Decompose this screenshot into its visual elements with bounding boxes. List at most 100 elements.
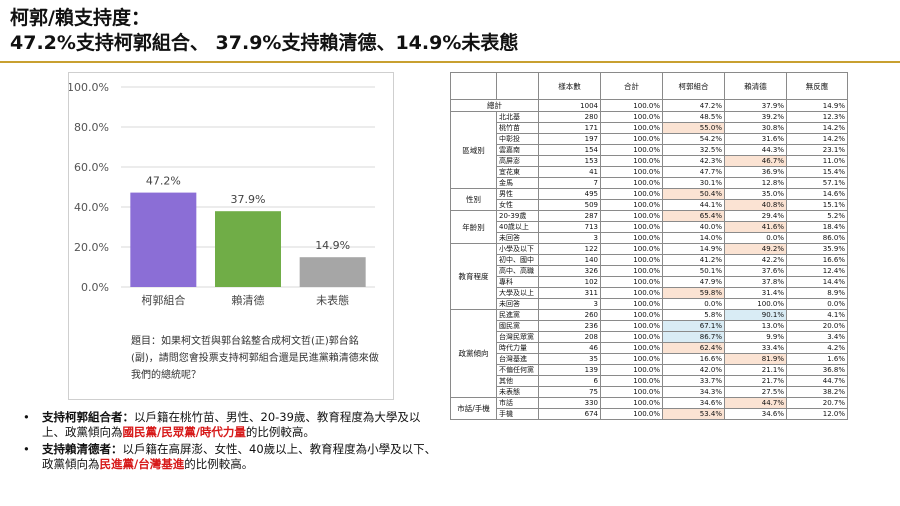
row-label: 民進黨 bbox=[496, 309, 539, 321]
table-cell: 44.1% bbox=[662, 199, 725, 211]
table-cell: 100.0% bbox=[600, 309, 663, 321]
table-cell: 0.0% bbox=[662, 298, 725, 310]
table-row: 市話/手機 市話 330 100.0% 34.6% 44.7% 20.7% bbox=[450, 397, 848, 420]
row-label: 高屏澎 bbox=[496, 155, 539, 167]
table-cell: 260 bbox=[538, 309, 601, 321]
table-cell: 5.2% bbox=[786, 210, 848, 222]
table-cell: 100.0% bbox=[600, 364, 663, 376]
table-cell: 57.1% bbox=[786, 177, 848, 189]
table-cell: 36.9% bbox=[724, 166, 787, 178]
table-row: 其他 6 100.0% 33.7% 21.7% 44.7% bbox=[451, 375, 848, 387]
row-label: 20-39歲 bbox=[496, 210, 539, 222]
table-cell: 100.0% bbox=[600, 408, 663, 420]
table-cell: 38.2% bbox=[786, 386, 848, 398]
table-cell: 21.1% bbox=[724, 364, 787, 376]
table-cell: 46 bbox=[538, 342, 601, 354]
table-cell: 0.0% bbox=[724, 232, 787, 244]
table-cell: 122 bbox=[538, 243, 601, 255]
table-cell: 171 bbox=[538, 122, 601, 134]
table-row: 雲嘉南 154 100.0% 32.5% 44.3% 23.1% bbox=[451, 144, 848, 156]
table-row: 桃竹苗 171 100.0% 55.0% 30.8% 14.2% bbox=[451, 122, 848, 134]
table-cell: 32.5% bbox=[662, 144, 725, 156]
table-row: 台灣基進 35 100.0% 16.6% 81.9% 1.6% bbox=[451, 353, 848, 365]
table-cell: 41 bbox=[538, 166, 601, 178]
table-cell: 12.3% bbox=[786, 111, 848, 123]
table-cell: 44.3% bbox=[724, 144, 787, 156]
bar-chart-panel: 0.0% 20.0% 40.0% 60.0% 80.0% 100.0% 47.2% 柯郭組合 3… bbox=[68, 72, 394, 400]
table-cell: 14.4% bbox=[786, 276, 848, 288]
finding-lead: 支持柯郭組合者： bbox=[42, 410, 134, 424]
header-total: 合計 bbox=[600, 72, 663, 100]
table-row: 金馬 7 100.0% 30.1% 12.8% 57.1% bbox=[451, 177, 848, 189]
table-cell: 23.1% bbox=[786, 144, 848, 156]
table-row: 中彰投 197 100.0% 54.2% 31.6% 14.2% bbox=[451, 133, 848, 145]
table-cell: 100.0% bbox=[600, 287, 663, 299]
table-cell: 100.0% bbox=[600, 155, 663, 167]
row-label: 未回答 bbox=[496, 232, 539, 244]
table-row: 台灣民眾黨 208 100.0% 86.7% 9.9% 3.4% bbox=[451, 331, 848, 343]
table-cell: 31.4% bbox=[724, 287, 787, 299]
table-cell: 14.6% bbox=[786, 188, 848, 200]
table-row-total: 總計 1004 100.0% 47.2% 37.9% 14.9% bbox=[450, 99, 848, 112]
row-label: 雲嘉南 bbox=[496, 144, 539, 156]
table-cell: 21.7% bbox=[724, 375, 787, 387]
table-cell: 15.1% bbox=[786, 199, 848, 211]
table-row: 專科 102 100.0% 47.9% 37.8% 14.4% bbox=[451, 276, 848, 288]
finding-lead: 支持賴清德者： bbox=[42, 442, 123, 456]
table-cell: 100.0% bbox=[600, 298, 663, 310]
table-cell: 35.0% bbox=[724, 188, 787, 200]
table-cell: 35 bbox=[538, 353, 601, 365]
finding-text: 以戶籍在桃竹苗、男性、20-39歲、教育程度為大學及以上、政黨傾向為 bbox=[42, 410, 421, 439]
question-note: 題目：如果柯文哲與郭台銘整合成柯文哲(正)郭台銘(副)，請問您會投票支持柯郭組合… bbox=[131, 336, 379, 381]
table-cell: 47.9% bbox=[662, 276, 725, 288]
row-label: 時代力量 bbox=[496, 342, 539, 354]
row-label: 專科 bbox=[496, 276, 539, 288]
table-cell: 53.4% bbox=[662, 408, 725, 420]
table-cell: 86.7% bbox=[662, 331, 725, 343]
table-cell: 62.4% bbox=[662, 342, 725, 354]
y-tick-label: 0.0% bbox=[81, 281, 109, 294]
table-cell: 100.0% bbox=[600, 342, 663, 354]
header-lai: 賴清德 bbox=[724, 72, 787, 100]
table-row: 初中、國中 140 100.0% 41.2% 42.2% 16.6% bbox=[451, 254, 848, 266]
row-label: 台灣基進 bbox=[496, 353, 539, 365]
table-cell: 4.2% bbox=[786, 342, 848, 354]
table-cell: 100.0% bbox=[600, 265, 663, 277]
table-cell: 197 bbox=[538, 133, 601, 145]
title-line-1: 柯郭/賴支持度： bbox=[10, 7, 150, 29]
table-row: 性別 男性 495 100.0% 50.4% 35.0% 14.6% bbox=[450, 188, 848, 211]
table-cell: 18.4% bbox=[786, 221, 848, 233]
table-cell: 33.7% bbox=[662, 375, 725, 387]
table-cell: 35.9% bbox=[786, 243, 848, 255]
table-cell: 6 bbox=[538, 375, 601, 387]
table-row: 高屏澎 153 100.0% 42.3% 46.7% 11.0% bbox=[451, 155, 848, 167]
row-label: 未表態 bbox=[496, 386, 539, 398]
row-label: 其他 bbox=[496, 375, 539, 387]
table-row: 未回答 3 100.0% 0.0% 100.0% 0.0% bbox=[451, 298, 848, 310]
table-row: 未表態 75 100.0% 34.3% 27.5% 38.2% bbox=[451, 386, 848, 398]
table-header-row: 樣本數 合計 柯郭組合 賴清德 無反應 bbox=[450, 72, 848, 100]
table-cell: 9.9% bbox=[724, 331, 787, 343]
row-label: 中彰投 bbox=[496, 133, 539, 145]
table-cell: 14.2% bbox=[786, 122, 848, 134]
table-cell: 3 bbox=[538, 298, 601, 310]
table-row: 大學及以上 311 100.0% 59.8% 31.4% 8.9% bbox=[451, 287, 848, 299]
table-cell: 100.0% bbox=[724, 298, 787, 310]
y-tick-label: 80.0% bbox=[74, 121, 109, 134]
table-cell: 42.0% bbox=[662, 364, 725, 376]
table-cell: 54.2% bbox=[662, 133, 725, 145]
table-cell: 81.9% bbox=[724, 353, 787, 365]
table-cell: 100.0% bbox=[600, 232, 663, 244]
row-label: 北北基 bbox=[496, 111, 539, 123]
bar-value-label: 14.9% bbox=[315, 239, 350, 252]
header-blank bbox=[450, 72, 497, 100]
table-cell: 36.8% bbox=[786, 364, 848, 376]
group-label: 年齡別 bbox=[450, 210, 497, 244]
header-no-response: 無反應 bbox=[786, 72, 848, 100]
table-cell: 33.4% bbox=[724, 342, 787, 354]
table-cell: 44.7% bbox=[724, 397, 787, 409]
table-cell: 16.6% bbox=[786, 254, 848, 266]
table-cell: 42.3% bbox=[662, 155, 725, 167]
table-cell: 39.2% bbox=[724, 111, 787, 123]
table-cell: 40.8% bbox=[724, 199, 787, 211]
